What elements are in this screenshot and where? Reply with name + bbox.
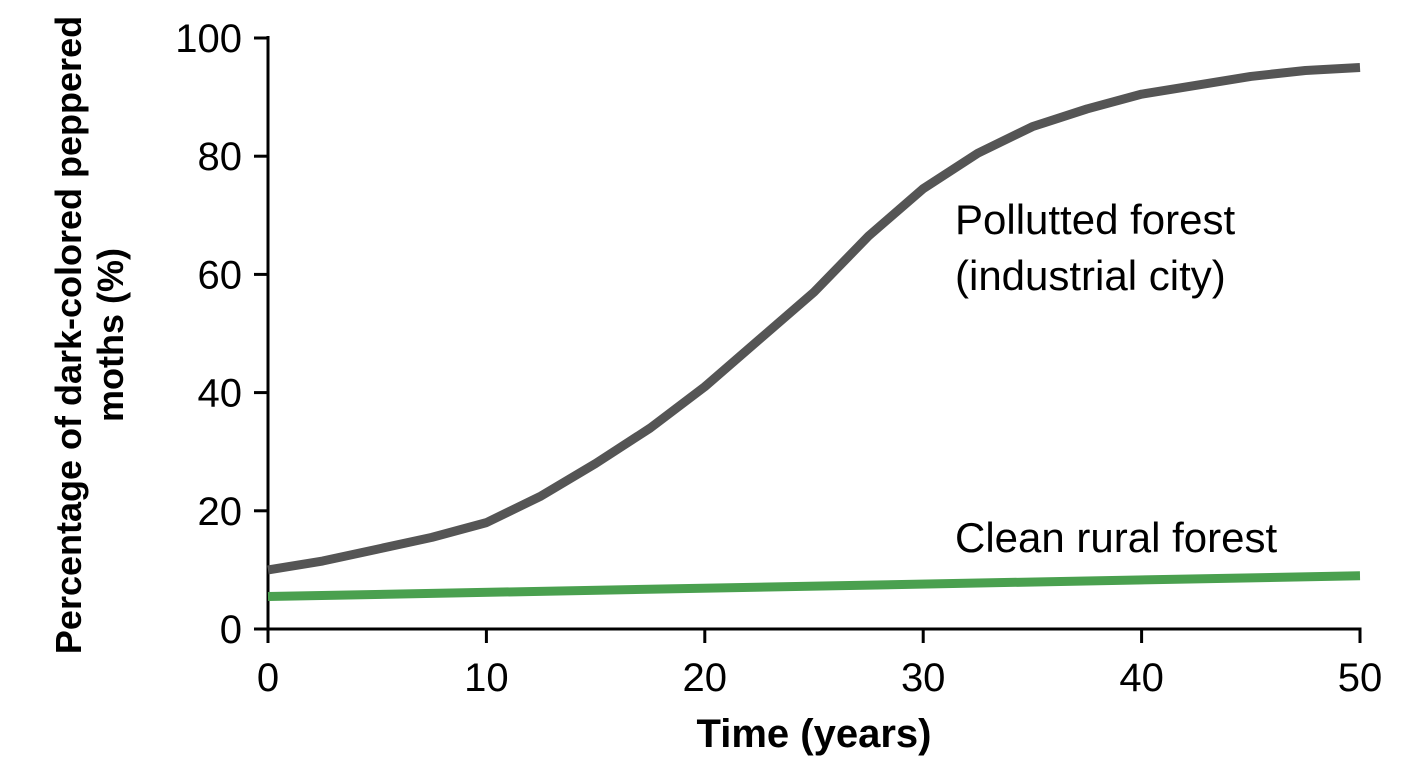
series-label: Clean rural forest	[955, 514, 1278, 561]
x-tick-label: 20	[683, 656, 728, 700]
x-tick-label: 0	[257, 656, 279, 700]
x-tick-label: 40	[1119, 656, 1164, 700]
y-tick-label: 100	[175, 17, 242, 61]
y-tick-label: 60	[198, 253, 243, 297]
x-tick-label: 10	[464, 656, 509, 700]
line	[267, 63, 1361, 575]
series-label: Pollutted forest (industrial city)	[955, 196, 1236, 299]
y-tick-label: 40	[198, 372, 243, 416]
line	[267, 571, 1361, 601]
x-tick-label: 30	[901, 656, 946, 700]
x-tick-label: 50	[1338, 656, 1383, 700]
y-tick-label: 0	[220, 608, 242, 652]
y-axis-label: Percentage of dark-colored peppered moth…	[48, 15, 131, 655]
y-tick-label: 20	[198, 490, 243, 534]
y-tick-label: 80	[198, 135, 243, 179]
x-axis-label: Time (years)	[696, 712, 932, 756]
